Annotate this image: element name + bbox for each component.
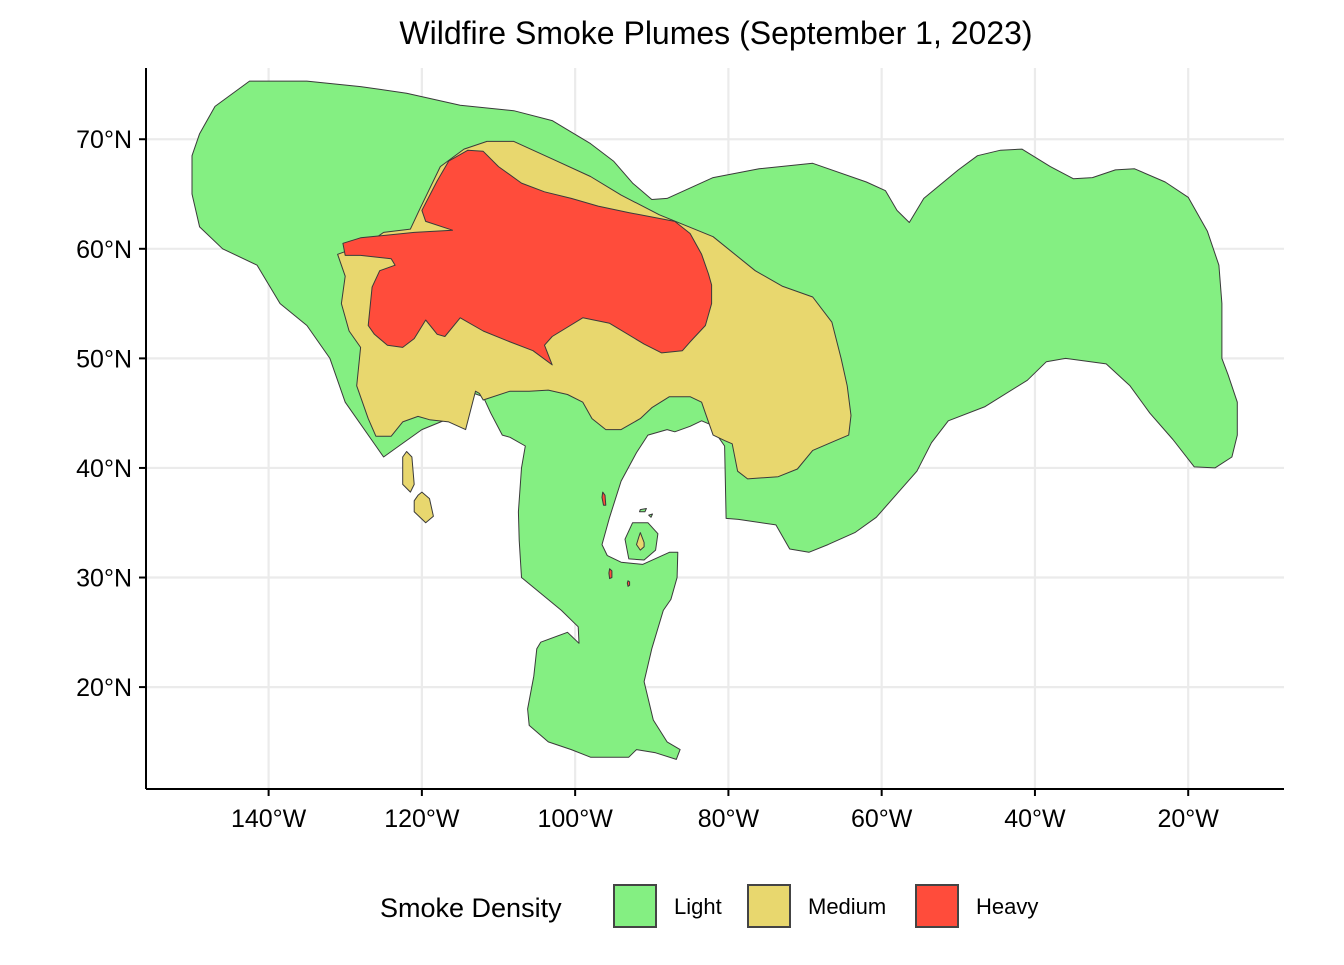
legend-item-light: Light	[613, 884, 722, 928]
x-tick-label: 60°W	[851, 805, 913, 833]
x-tick-label: 100°W	[537, 805, 613, 833]
legend: Smoke Density Light Medium Heavy	[380, 884, 1038, 928]
legend-label-heavy: Heavy	[976, 894, 1038, 919]
y-tick-label: 30°N	[76, 565, 132, 593]
longitude-ticks: 140°W 120°W 100°W 80°W 60°W 40°W 20°W	[231, 789, 1219, 833]
legend-items: Light Medium Heavy	[613, 884, 1038, 928]
legend-item-medium: Medium	[747, 884, 886, 928]
y-tick-label: 40°N	[76, 455, 132, 483]
x-tick-label: 80°W	[698, 805, 760, 833]
plume-heavy-main-body	[342, 149, 713, 366]
legend-title: Smoke Density	[380, 893, 562, 923]
y-tick-label: 50°N	[76, 345, 132, 373]
y-tick-label: 70°N	[76, 126, 132, 154]
x-tick-label: 140°W	[231, 805, 307, 833]
plume-heavy-patch	[601, 491, 607, 506]
x-tick-label: 40°W	[1004, 805, 1066, 833]
plume-medium-patch	[402, 451, 415, 493]
plume-heavy-patch	[626, 580, 631, 587]
legend-key-heavy	[915, 884, 959, 928]
plume-medium-patch	[413, 491, 434, 524]
legend-key-medium	[747, 884, 791, 928]
legend-item-heavy: Heavy	[915, 884, 1038, 928]
axes: 70°N 60°N 50°N 40°N 30°N 20°N 140°W 120°W 100°W…	[76, 68, 1284, 833]
legend-label-light: Light	[674, 894, 722, 919]
y-tick-label: 60°N	[76, 236, 132, 264]
plume-light-speck	[648, 513, 653, 518]
plume-heavy-patch	[608, 568, 613, 580]
legend-label-medium: Medium	[808, 894, 886, 919]
x-tick-label: 120°W	[384, 805, 460, 833]
latitude-ticks: 70°N 60°N 50°N 40°N 30°N 20°N	[76, 126, 146, 702]
legend-key-light	[613, 884, 657, 928]
plume-light-speck	[639, 508, 647, 513]
y-tick-label: 20°N	[76, 674, 132, 702]
map-title: Wildfire Smoke Plumes (September 1, 2023…	[399, 15, 1032, 51]
plume-medium-patch	[636, 532, 645, 551]
smoke-plumes	[191, 80, 1238, 760]
x-tick-label: 20°W	[1158, 805, 1220, 833]
